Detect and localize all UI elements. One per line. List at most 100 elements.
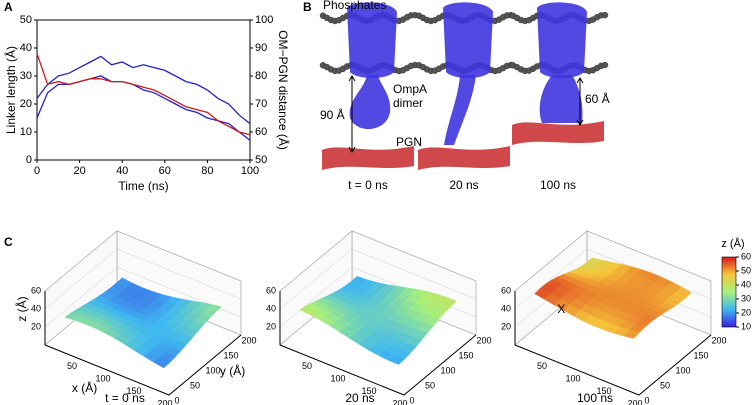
surface-patch bbox=[388, 355, 405, 365]
z-tick-label: 20 bbox=[266, 321, 276, 331]
y-axis-label: Linker length (Å) bbox=[3, 46, 18, 134]
pgn-layer bbox=[418, 146, 510, 170]
series-line bbox=[36, 53, 251, 136]
z-tick-label: 60 bbox=[266, 285, 276, 295]
x-tick-label: 200 bbox=[392, 398, 407, 405]
y2-tick-label: 90 bbox=[255, 42, 267, 54]
colorbar-tick-label: 20 bbox=[741, 307, 751, 317]
z-tick-label: 60 bbox=[31, 285, 41, 295]
x-axis bbox=[44, 334, 242, 396]
pgn-label: PGN bbox=[396, 135, 422, 149]
z-tick-label: 40 bbox=[31, 303, 41, 313]
y-tick-label: 0 bbox=[26, 154, 32, 166]
y2-axis-label: OM−PGN distance (Å) bbox=[276, 30, 291, 150]
wall-grid bbox=[44, 266, 242, 328]
colorbar-label: z (Å) bbox=[721, 237, 744, 250]
wall-grid bbox=[44, 248, 242, 310]
x-tick-label: 150 bbox=[596, 386, 611, 396]
phosphate-bead bbox=[601, 11, 609, 19]
z-tick-label: 60 bbox=[501, 285, 511, 295]
ompa-barrel bbox=[537, 2, 587, 79]
y-tick-label: 40 bbox=[20, 42, 32, 54]
phosphate-bead bbox=[601, 61, 609, 69]
y-tick-label: 50 bbox=[425, 380, 435, 390]
wall-grid bbox=[279, 248, 477, 310]
x-tick-label: 50 bbox=[537, 361, 547, 371]
pgn-layer bbox=[322, 146, 414, 170]
y-tick-label: 20 bbox=[20, 98, 32, 110]
distance-label: 60 Å bbox=[585, 91, 610, 106]
y-tick-label: 50 bbox=[190, 380, 200, 390]
y-tick-label: 100 bbox=[205, 365, 220, 375]
plot-frame bbox=[36, 19, 251, 161]
ompa-domain bbox=[444, 75, 476, 145]
x-tick-label: 50 bbox=[67, 361, 77, 371]
y-tick-label: 200 bbox=[476, 335, 491, 345]
colorbar bbox=[721, 256, 737, 328]
y-tick-label: 50 bbox=[20, 14, 32, 26]
x-tick-label: 0 bbox=[34, 165, 40, 177]
pgn-layer bbox=[512, 121, 604, 145]
y2-tick-label: 50 bbox=[255, 154, 267, 166]
arrow-head bbox=[348, 75, 356, 153]
colorbar-tick-label: 60 bbox=[741, 251, 751, 261]
time-label: t = 0 ns bbox=[105, 391, 145, 405]
x-tick-label: 50 bbox=[302, 361, 312, 371]
x-tick-label: 60 bbox=[159, 165, 171, 177]
z-tick-label: 20 bbox=[31, 321, 41, 331]
y2-tick-label: 80 bbox=[255, 70, 267, 82]
x-axis bbox=[514, 334, 712, 396]
ompa-domain bbox=[539, 75, 583, 123]
series-line bbox=[36, 55, 251, 125]
y-tick-label: 100 bbox=[675, 365, 690, 375]
colorbar-tick-label: 10 bbox=[741, 321, 751, 331]
y-tick-label: 30 bbox=[20, 70, 32, 82]
x-tick-label: 100 bbox=[241, 165, 259, 177]
x-axis-label: x (Å) bbox=[72, 380, 97, 395]
marker-label: X bbox=[557, 302, 565, 316]
protein-label: dimer bbox=[393, 96, 423, 110]
y-tick-label: 0 bbox=[409, 395, 414, 405]
x-axis bbox=[279, 334, 477, 396]
z-tick-label: 40 bbox=[266, 303, 276, 313]
colorbar-tick-label: 30 bbox=[741, 293, 751, 303]
z-tick-label: 40 bbox=[501, 303, 511, 313]
y-tick-label: 150 bbox=[458, 350, 473, 360]
colorbar-tick-label: 40 bbox=[741, 279, 751, 289]
y-tick-label: 0 bbox=[174, 395, 179, 405]
arrow-head bbox=[576, 77, 584, 126]
y-tick-label: 100 bbox=[440, 365, 455, 375]
time-label: 100 ns bbox=[577, 391, 613, 405]
surface-patch bbox=[623, 329, 640, 339]
x-tick-label: 150 bbox=[126, 386, 141, 396]
y2-tick-label: 60 bbox=[255, 126, 267, 138]
protein-label: OmpA bbox=[393, 82, 427, 96]
y-tick-label: 0 bbox=[644, 395, 649, 405]
phosphates-label: Phosphates bbox=[323, 0, 386, 12]
ompa-barrel bbox=[347, 2, 397, 79]
x-tick-label: 100 bbox=[330, 373, 345, 383]
x-tick-label: 40 bbox=[116, 165, 128, 177]
x-tick-label: 100 bbox=[95, 373, 110, 383]
distance-label: 90 Å bbox=[320, 107, 345, 122]
y-tick-label: 200 bbox=[711, 335, 726, 345]
panel-label: A bbox=[4, 0, 13, 14]
time-label: t = 0 ns bbox=[348, 178, 388, 192]
y-tick-label: 10 bbox=[20, 126, 32, 138]
x-tick-label: 150 bbox=[361, 386, 376, 396]
ompa-barrel bbox=[443, 2, 493, 79]
x-axis-label: Time (ns) bbox=[118, 179, 168, 193]
x-tick-label: 200 bbox=[157, 398, 172, 405]
time-label: 100 ns bbox=[540, 178, 576, 192]
y2-tick-label: 100 bbox=[255, 14, 273, 26]
series-line bbox=[36, 75, 251, 141]
y-tick-label: 150 bbox=[693, 350, 708, 360]
panel-label: B bbox=[303, 0, 312, 14]
surface-patch bbox=[153, 357, 170, 369]
y-tick-label: 200 bbox=[241, 335, 256, 345]
x-tick-label: 80 bbox=[201, 165, 213, 177]
x-tick-label: 100 bbox=[565, 373, 580, 383]
